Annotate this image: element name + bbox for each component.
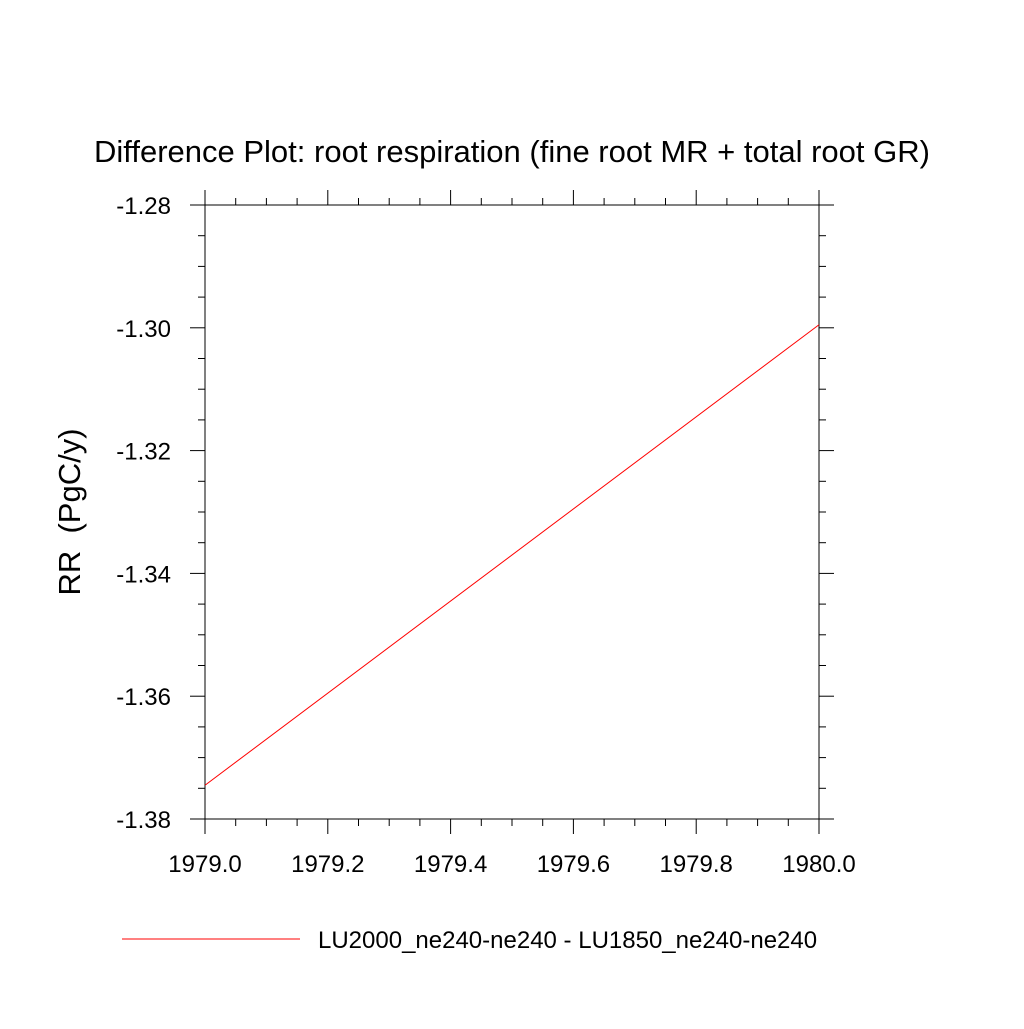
x-tick-label: 1979.8 (659, 851, 732, 878)
y-tick-label: -1.30 (116, 316, 171, 343)
y-tick-label: -1.28 (116, 193, 171, 220)
y-axis-label: RR (PgC/y) (52, 428, 87, 595)
legend: LU2000_ne240-ne240 - LU1850_ne240-ne240 (122, 927, 817, 954)
y-tick-label: -1.34 (116, 561, 171, 588)
series-line-0 (204, 324, 820, 786)
axes: 1979.0 1979.2 1979.4 1979.6 1979.8 1980.0 -1.2… (116, 190, 856, 878)
x-tick-label: 1979.4 (414, 851, 487, 878)
legend-label: LU2000_ne240-ne240 - LU1850_ne240-ne240 (318, 927, 817, 954)
y-tick-label: -1.36 (116, 684, 171, 711)
series-group (204, 324, 820, 786)
x-tick-label: 1979.6 (537, 851, 610, 878)
x-tick-label: 1979.2 (291, 851, 364, 878)
y-tick-label: -1.38 (116, 807, 171, 834)
x-tick-label: 1979.0 (168, 851, 241, 878)
y-tick-label: -1.32 (116, 439, 171, 466)
x-tick-label: 1980.0 (782, 851, 855, 878)
plot-frame (204, 204, 820, 820)
chart-title: Difference Plot: root respiration (fine … (94, 134, 930, 169)
